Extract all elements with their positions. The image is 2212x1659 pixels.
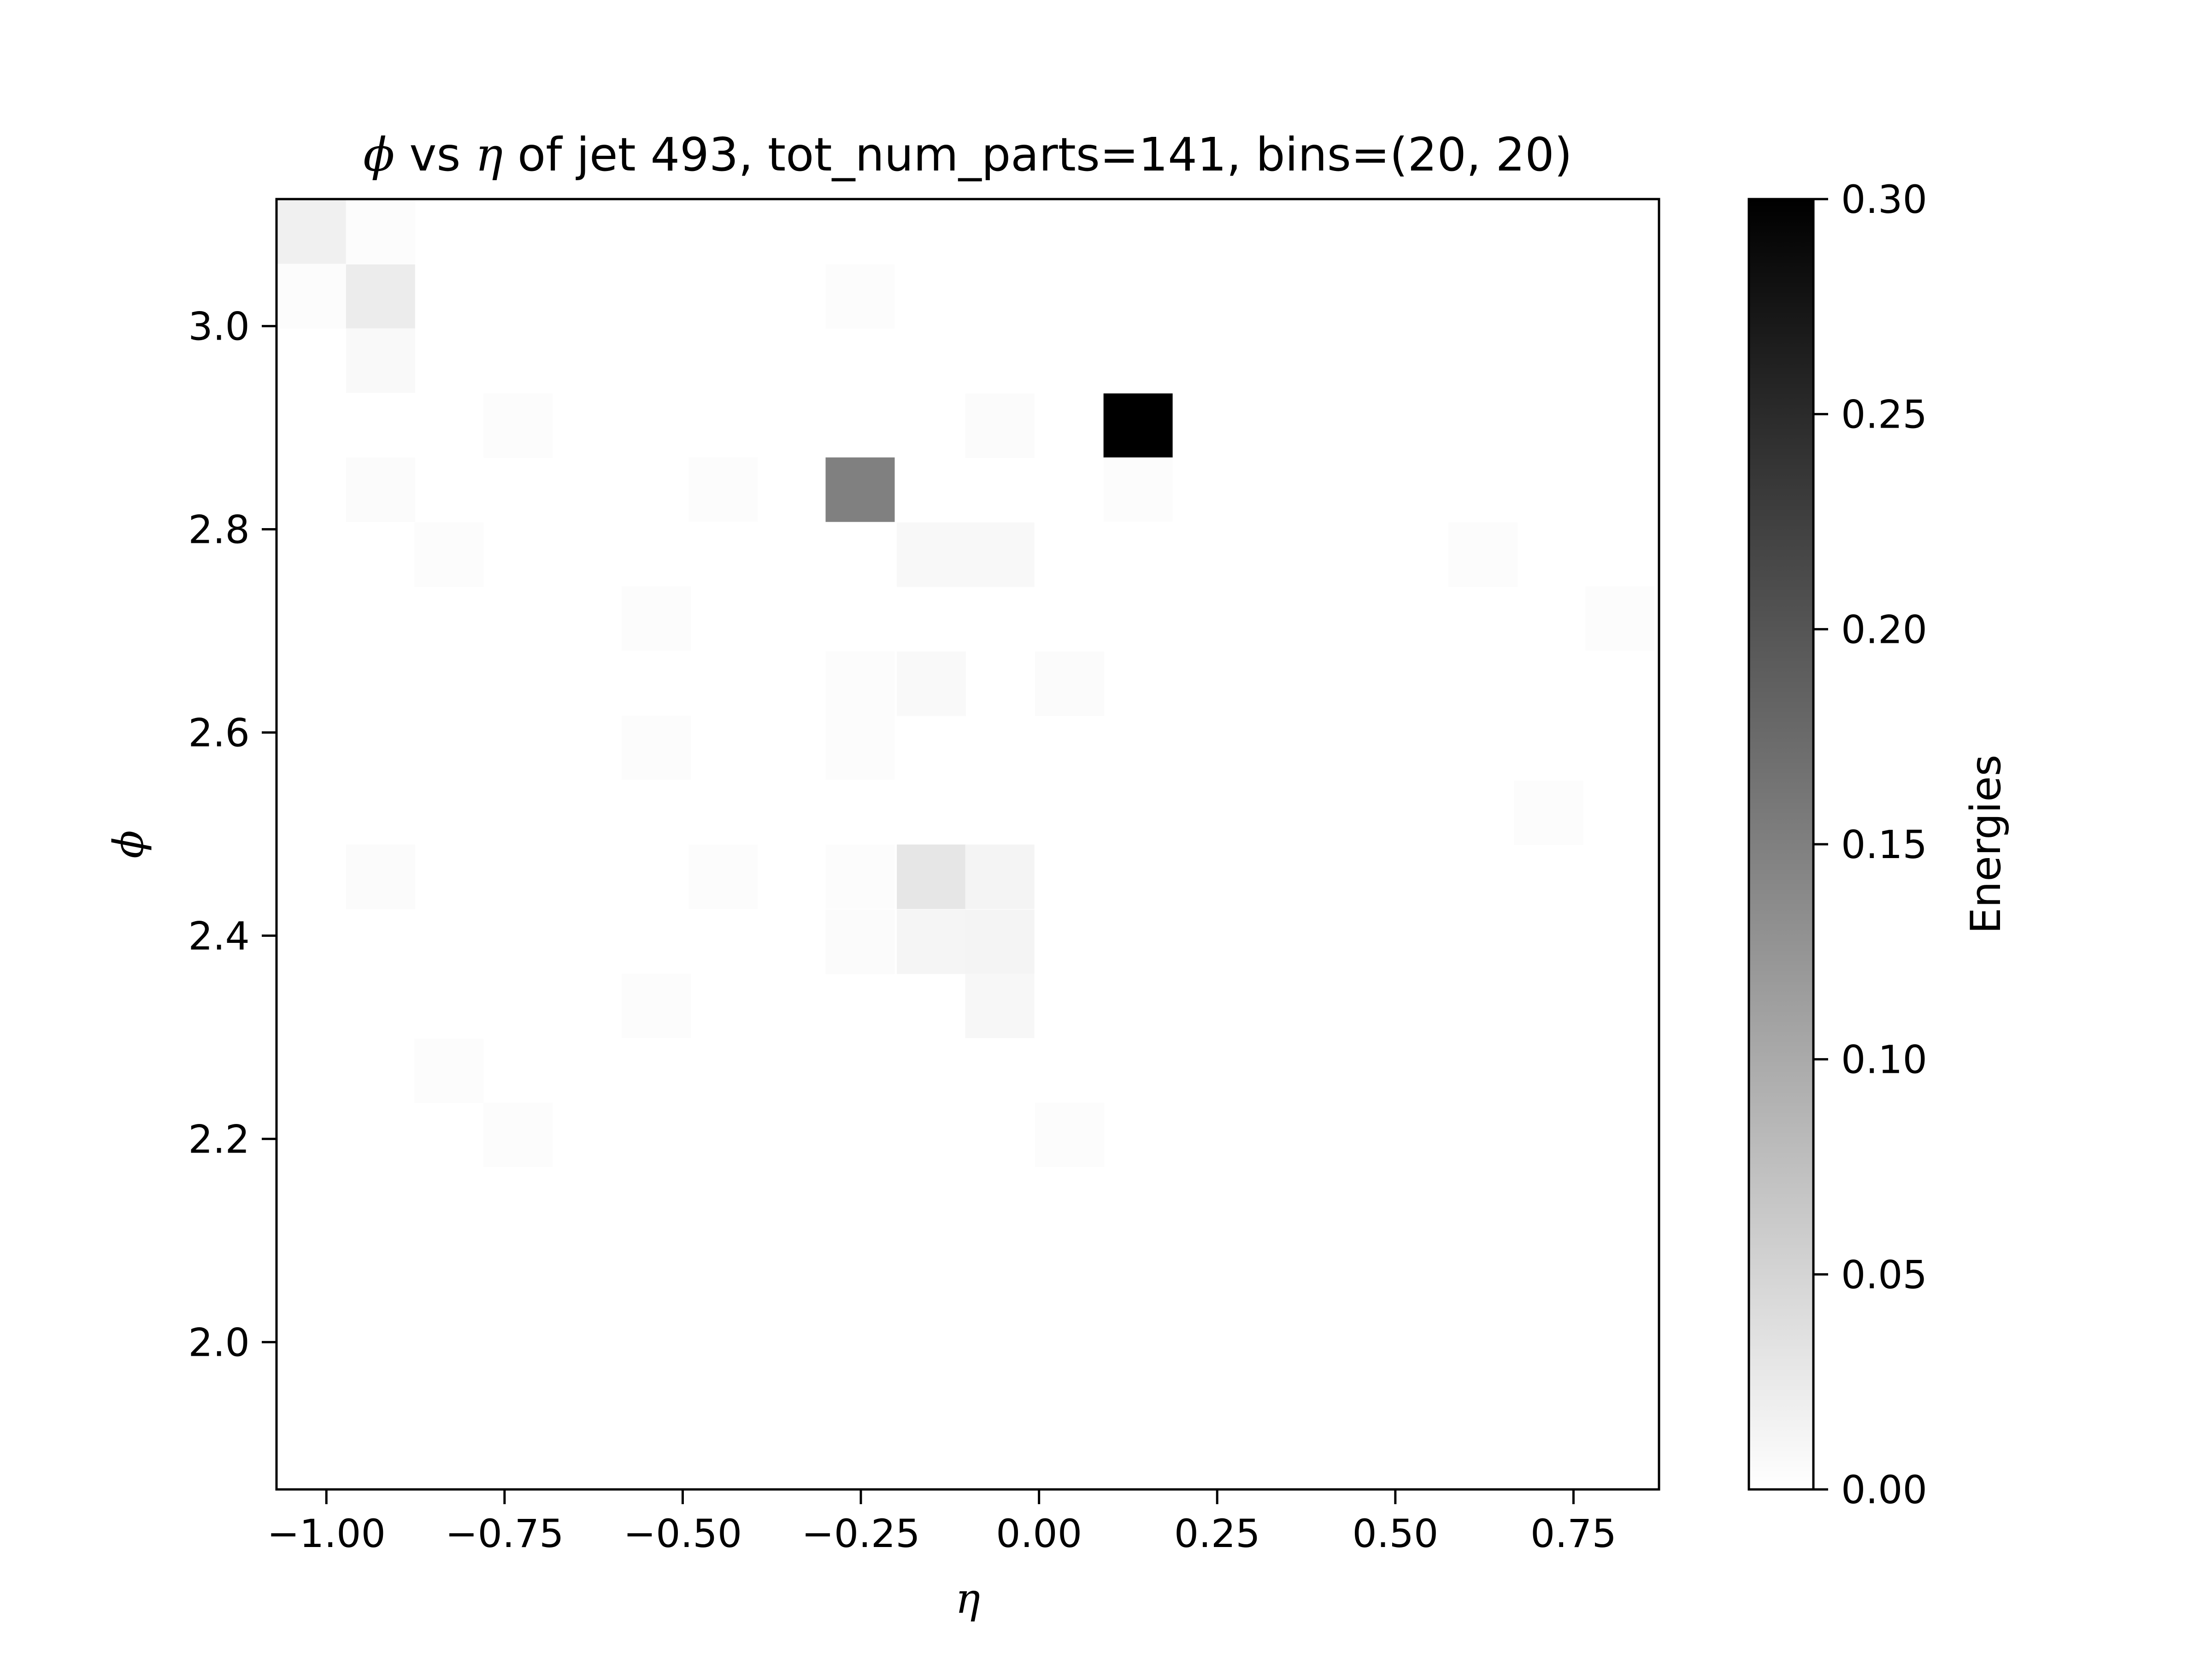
heatmap-cell xyxy=(1035,1102,1105,1167)
colorbar-ticks: 0.00 0.05 0.10 0.15 0.20 0.25 0.30 xyxy=(1813,177,1927,1512)
heatmap-cell xyxy=(688,844,758,909)
heatmap-cell xyxy=(965,522,1035,587)
x-tick-label: 0.75 xyxy=(1530,1511,1617,1556)
colorbar-gradient xyxy=(1749,199,1813,1489)
heatmap-cell xyxy=(1035,651,1105,716)
x-tick-label: −0.75 xyxy=(445,1511,564,1556)
heatmap-cell xyxy=(1103,393,1173,458)
chart-title: ϕ vs η of jet 493, tot_num_parts=141, bi… xyxy=(363,128,1572,182)
plot-frame xyxy=(275,198,1660,1491)
colorbar-tick-label: 0.00 xyxy=(1841,1467,1927,1512)
colorbar: 0.00 0.05 0.10 0.15 0.20 0.25 0.30 xyxy=(1747,177,1927,1512)
heatmap-cell xyxy=(1585,586,1654,651)
heatmap-cell xyxy=(1514,780,1583,845)
heatmap-cell xyxy=(414,522,484,587)
heatmap-cell xyxy=(825,844,895,909)
heatmap-cell xyxy=(965,909,1035,974)
heatmap-cell xyxy=(897,651,966,716)
x-axis: −1.00 −0.75 −0.50 −0.25 0.00 0.25 0.50 0.75 xyxy=(267,1489,1617,1556)
heatmap-cell xyxy=(688,457,758,522)
heatmap-cell xyxy=(346,199,415,264)
heatmap-cell xyxy=(825,909,895,974)
heatmap-cell xyxy=(965,393,1035,458)
y-tick-label: 2.0 xyxy=(188,1320,250,1365)
y-axis: 2.0 2.2 2.4 2.6 2.8 3.0 xyxy=(188,304,276,1365)
heatmap-cell xyxy=(825,457,895,522)
heatmap-cell xyxy=(897,844,966,909)
heatmap-cell xyxy=(483,393,553,458)
y-tick-label: 2.4 xyxy=(188,913,250,959)
colorbar-tick-label: 0.20 xyxy=(1841,607,1927,652)
colorbar-tick-label: 0.25 xyxy=(1841,392,1927,437)
heatmap-cell xyxy=(825,264,895,329)
heatmap-cell xyxy=(1448,522,1518,587)
heatmap-cell xyxy=(897,522,966,587)
y-tick-label: 2.8 xyxy=(188,507,250,553)
colorbar-tick-label: 0.15 xyxy=(1841,822,1927,867)
colorbar-tick-label: 0.10 xyxy=(1841,1037,1927,1082)
heatmap-cell xyxy=(414,1038,484,1103)
heatmap-cell xyxy=(346,264,415,329)
colorbar-tick-label: 0.30 xyxy=(1841,177,1927,222)
x-axis-label: η xyxy=(955,1575,980,1623)
heatmap-cell xyxy=(965,844,1035,909)
heatmap-cell xyxy=(622,973,691,1038)
heatmap-cell xyxy=(825,651,895,716)
colorbar-tick-label: 0.05 xyxy=(1841,1252,1927,1297)
heatmap-cell xyxy=(897,909,966,974)
heatmap-cell xyxy=(346,328,415,393)
x-tick-label: −0.25 xyxy=(801,1511,920,1556)
x-tick-label: 0.50 xyxy=(1352,1511,1438,1556)
heatmap-cell xyxy=(1103,457,1173,522)
heatmap-cell xyxy=(346,457,415,522)
heatmap-cell xyxy=(346,844,415,909)
heatmap-cell xyxy=(483,1102,553,1167)
y-tick-label: 3.0 xyxy=(188,304,250,349)
x-tick-label: 0.25 xyxy=(1174,1511,1260,1556)
plot-area xyxy=(275,198,1660,1491)
heatmap-cell xyxy=(276,264,346,329)
heatmap-cell xyxy=(965,973,1035,1038)
x-tick-label: −0.50 xyxy=(624,1511,742,1556)
heatmap-cell xyxy=(825,715,895,780)
heatmap-cell xyxy=(622,586,691,651)
y-tick-label: 2.6 xyxy=(188,710,250,755)
heatmap-cell xyxy=(622,715,691,780)
x-tick-label: 0.00 xyxy=(996,1511,1082,1556)
plot-background xyxy=(276,199,1659,1489)
colorbar-label: Energies xyxy=(1962,754,2010,934)
x-tick-label: −1.00 xyxy=(267,1511,386,1556)
y-axis-label: ϕ xyxy=(105,830,153,858)
y-tick-label: 2.2 xyxy=(188,1117,250,1162)
heatmap-cells xyxy=(276,199,1654,1167)
heatmap-cell xyxy=(276,199,346,264)
